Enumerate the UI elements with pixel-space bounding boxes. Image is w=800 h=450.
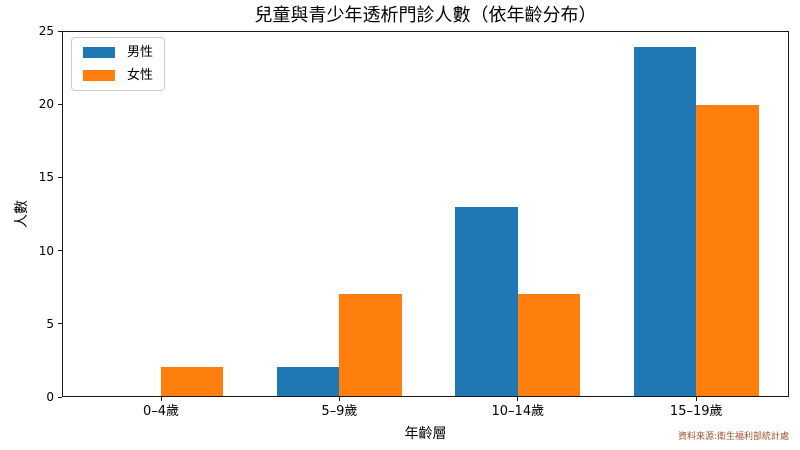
x-tick-label: 15–19歲	[669, 404, 723, 419]
y-tick-label: 20	[38, 97, 54, 112]
y-tickmark	[58, 323, 62, 325]
x-axis-label: 年齡層	[404, 426, 447, 442]
legend-item-male: 男性	[83, 45, 153, 60]
bar-男性-15–19歲	[633, 46, 697, 396]
y-axis-label: 人數	[14, 200, 30, 228]
y-tickmark	[58, 396, 62, 398]
x-tickmark	[338, 397, 340, 401]
y-tick-label: 25	[38, 24, 54, 38]
legend-swatch-male	[83, 47, 115, 58]
legend-item-female: 女性	[83, 68, 153, 83]
plot-area: 男性 女性	[62, 31, 789, 397]
bar-女性-10–14歲	[517, 294, 581, 396]
legend-label-female: 女性	[127, 68, 154, 83]
x-tick-label: 5–9歲	[321, 404, 358, 419]
x-tickmark	[160, 397, 162, 401]
y-tick-label: 15	[38, 170, 54, 185]
bar-男性-5–9歲	[276, 366, 340, 396]
y-tick-label: 0	[46, 390, 54, 404]
chart-title: 兒童與青少年透析門診人數（依年齡分布）	[254, 5, 597, 26]
legend-swatch-female	[83, 70, 115, 81]
y-tickmark	[58, 250, 62, 252]
bar-男性-10–14歲	[455, 206, 518, 396]
legend: 男性 女性	[71, 37, 166, 91]
x-tickmark	[517, 397, 519, 401]
y-tick-label: 5	[46, 316, 54, 331]
bar-女性-0–4歲	[161, 366, 224, 396]
y-tick-label: 10	[38, 243, 54, 258]
y-tickmark	[58, 30, 62, 32]
legend-label-male: 男性	[127, 45, 154, 60]
x-tick-label: 0–4歲	[142, 404, 180, 419]
x-tick-label: 10–14歲	[491, 404, 545, 419]
y-tickmark	[58, 176, 62, 178]
y-tickmark	[58, 103, 62, 105]
x-tickmark	[695, 397, 697, 401]
source-note: 資料來源:衛生福利部統計處	[677, 432, 789, 442]
bar-女性-15–19歲	[696, 104, 759, 396]
bar-女性-5–9歲	[339, 294, 402, 396]
